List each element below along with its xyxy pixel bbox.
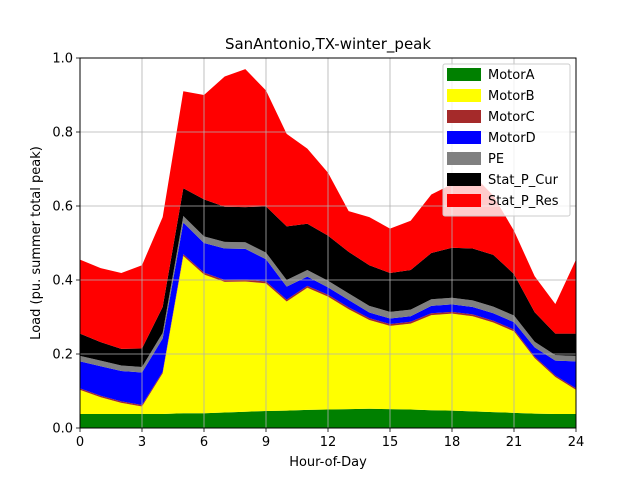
y-tick-label: 1.0 bbox=[52, 52, 73, 67]
legend-swatch-motorc bbox=[447, 110, 481, 123]
y-tick-label: 0.2 bbox=[52, 348, 73, 363]
x-tick-label: 15 bbox=[382, 435, 399, 450]
legend-swatch-motord bbox=[447, 131, 481, 144]
x-axis-title: Hour-of-Day bbox=[289, 455, 367, 470]
legend-swatch-stat-p-cur bbox=[447, 173, 481, 186]
x-tick-label: 3 bbox=[138, 435, 146, 450]
x-tick-label: 0 bbox=[76, 435, 84, 450]
legend-label-motord: MotorD bbox=[488, 131, 536, 146]
x-tick-label: 12 bbox=[320, 435, 337, 450]
x-axis-ticks: 0 3 6 9 12 15 18 21 24 bbox=[76, 428, 584, 450]
y-tick-label: 0.4 bbox=[52, 274, 73, 289]
legend-swatch-stat-p-res bbox=[447, 194, 481, 207]
y-tick-label: 0.6 bbox=[52, 200, 73, 215]
legend-label-stat-p-cur: Stat_P_Cur bbox=[488, 173, 559, 188]
legend-label-motora: MotorA bbox=[488, 68, 535, 83]
legend-swatch-motorb bbox=[447, 89, 481, 102]
x-tick-label: 18 bbox=[444, 435, 461, 450]
legend-label-motorc: MotorC bbox=[488, 110, 535, 125]
x-tick-label: 21 bbox=[506, 435, 523, 450]
x-tick-label: 9 bbox=[262, 435, 270, 450]
legend-label-motorb: MotorB bbox=[488, 89, 534, 104]
legend-label-pe: PE bbox=[488, 152, 504, 167]
y-axis-ticks: 0.0 0.2 0.4 0.6 0.8 1.0 bbox=[52, 52, 80, 437]
legend-swatch-pe bbox=[447, 152, 481, 165]
y-tick-label: 0.0 bbox=[52, 422, 73, 437]
y-tick-label: 0.8 bbox=[52, 126, 73, 141]
x-tick-label: 6 bbox=[200, 435, 208, 450]
chart-title: SanAntonio,TX-winter_peak bbox=[225, 35, 431, 54]
legend: MotorA MotorB MotorC MotorD PE Stat_P_Cur Stat… bbox=[442, 63, 571, 217]
legend-label-stat-p-res: Stat_P_Res bbox=[488, 194, 559, 209]
y-axis-title: Load (pu. summer total peak) bbox=[29, 146, 44, 340]
x-tick-label: 24 bbox=[568, 435, 585, 450]
legend-swatch-motora bbox=[447, 68, 481, 81]
